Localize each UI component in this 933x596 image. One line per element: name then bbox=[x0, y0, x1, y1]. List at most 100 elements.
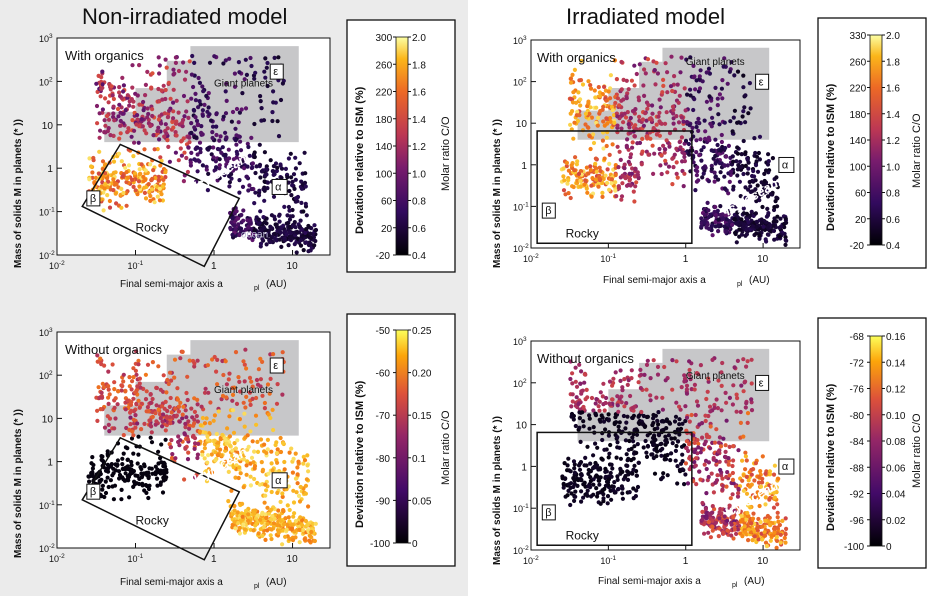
data-point bbox=[770, 483, 775, 488]
data-point bbox=[241, 208, 246, 213]
data-point bbox=[260, 533, 265, 539]
data-point bbox=[594, 397, 599, 402]
data-point bbox=[186, 419, 191, 424]
data-point bbox=[242, 411, 247, 416]
data-point bbox=[587, 413, 592, 418]
data-point bbox=[141, 108, 146, 113]
y-tick-exp: 3 bbox=[523, 35, 527, 42]
data-point bbox=[562, 178, 567, 183]
data-point bbox=[241, 485, 246, 490]
data-point bbox=[710, 518, 715, 523]
data-point bbox=[641, 123, 647, 128]
data-point bbox=[743, 120, 748, 125]
data-point bbox=[763, 471, 768, 476]
data-point bbox=[138, 385, 143, 390]
data-point bbox=[691, 107, 696, 113]
data-point bbox=[697, 74, 702, 79]
data-point bbox=[744, 232, 750, 237]
data-point bbox=[760, 480, 765, 485]
data-point bbox=[284, 527, 289, 532]
colorbar-right-tick-label: 1.4 bbox=[886, 110, 900, 121]
data-point bbox=[676, 100, 681, 105]
data-point bbox=[240, 184, 246, 189]
data-point bbox=[112, 405, 117, 410]
data-point bbox=[677, 93, 682, 98]
data-point bbox=[727, 503, 732, 508]
data-point bbox=[666, 433, 672, 438]
x-tick-label: 10 bbox=[757, 556, 769, 567]
data-point bbox=[230, 398, 235, 403]
data-point bbox=[582, 372, 587, 377]
data-point bbox=[584, 463, 589, 468]
data-point bbox=[282, 238, 287, 243]
data-point bbox=[285, 175, 290, 180]
data-point bbox=[604, 395, 609, 401]
data-point bbox=[672, 436, 677, 441]
data-point bbox=[107, 429, 112, 434]
data-point bbox=[162, 406, 167, 411]
data-point bbox=[137, 167, 142, 172]
data-point bbox=[202, 442, 207, 447]
data-point bbox=[632, 63, 637, 68]
data-point bbox=[716, 449, 721, 454]
data-point bbox=[739, 232, 745, 237]
data-point bbox=[304, 477, 309, 482]
data-point bbox=[287, 230, 292, 235]
data-point bbox=[634, 71, 639, 77]
data-point bbox=[583, 111, 589, 116]
data-point bbox=[705, 200, 710, 205]
data-point bbox=[718, 204, 723, 209]
data-point bbox=[652, 471, 658, 476]
data-point bbox=[143, 372, 148, 377]
data-point bbox=[566, 482, 572, 487]
data-point bbox=[276, 229, 281, 234]
data-point bbox=[149, 85, 154, 90]
data-point bbox=[98, 471, 103, 477]
data-point bbox=[733, 484, 739, 489]
data-point bbox=[139, 427, 144, 432]
data-point bbox=[290, 538, 296, 543]
data-point bbox=[746, 160, 751, 165]
data-point bbox=[686, 141, 692, 147]
data-point bbox=[137, 63, 142, 68]
data-point bbox=[733, 204, 738, 209]
data-point bbox=[256, 221, 261, 227]
y-tick-label: 10-2 bbox=[513, 545, 529, 556]
data-point bbox=[90, 170, 95, 175]
x-tick-label: 10-1 bbox=[128, 553, 144, 564]
data-point bbox=[282, 467, 287, 472]
data-point bbox=[569, 163, 574, 168]
data-point bbox=[641, 83, 646, 88]
data-point bbox=[670, 387, 675, 392]
data-point bbox=[694, 124, 699, 130]
data-point bbox=[237, 110, 242, 115]
y-tick-label: 103 bbox=[513, 35, 527, 46]
data-point bbox=[673, 448, 679, 453]
data-point bbox=[210, 124, 216, 129]
data-point bbox=[706, 66, 712, 71]
data-point bbox=[753, 178, 758, 183]
data-point bbox=[596, 115, 601, 120]
data-point bbox=[624, 401, 629, 406]
data-point bbox=[593, 460, 598, 466]
data-point bbox=[615, 440, 620, 445]
data-point bbox=[227, 414, 232, 419]
data-point bbox=[719, 132, 724, 138]
data-point bbox=[230, 448, 235, 453]
data-point bbox=[764, 220, 769, 225]
data-point bbox=[297, 527, 302, 533]
data-point bbox=[564, 164, 569, 169]
data-point bbox=[106, 369, 111, 374]
data-point bbox=[169, 438, 174, 443]
colorbar-gradient bbox=[869, 34, 883, 246]
data-point bbox=[715, 208, 720, 213]
data-point bbox=[692, 382, 698, 387]
data-point bbox=[700, 509, 705, 514]
data-point bbox=[182, 77, 188, 82]
colorbar-left-tick-label: -88 bbox=[850, 463, 865, 474]
data-point bbox=[113, 416, 118, 421]
data-point bbox=[235, 450, 240, 455]
organics-label: Without organics bbox=[65, 342, 162, 357]
data-point bbox=[717, 122, 722, 127]
